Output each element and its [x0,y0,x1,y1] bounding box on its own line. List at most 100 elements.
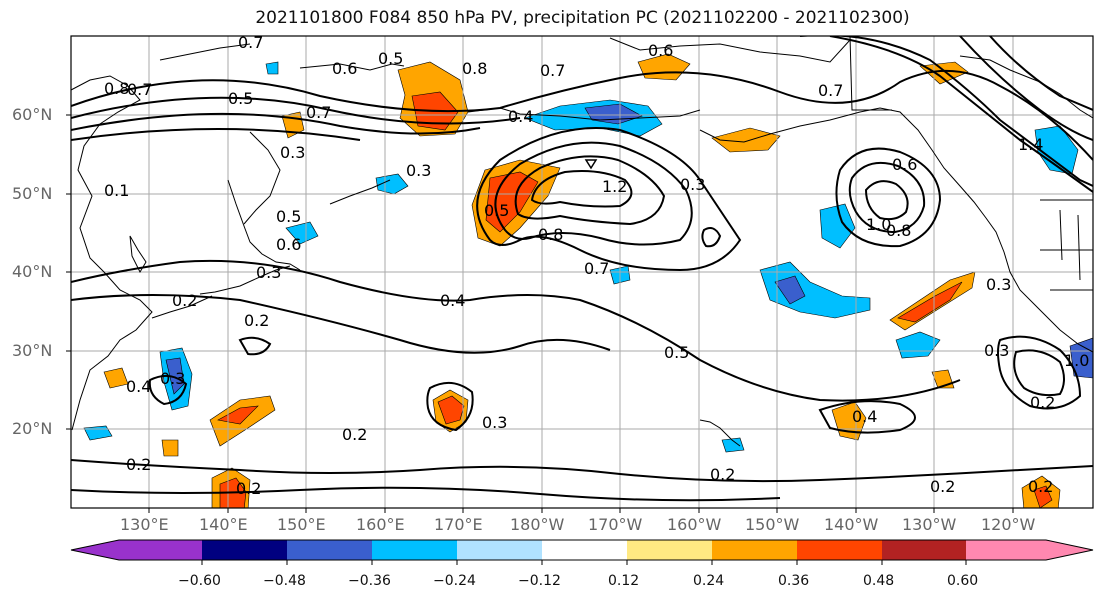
contour-label: 0.6 [648,41,673,60]
contour-label: 0.3 [482,413,507,432]
precip-positive-area [161,439,179,457]
contour-label: 0.5 [276,207,301,226]
contour-label: 0.2 [126,455,151,474]
contour-label: 0.2 [930,477,955,496]
contour-label: 0.3 [280,143,305,162]
contour-label: 0.2 [244,311,269,330]
colorbar-segment [882,540,966,560]
lat-label: 20°N [12,419,53,438]
lon-label: 130°E [120,515,169,534]
contour-label: 0.6 [332,59,357,78]
lon-label: 130°W [902,515,957,534]
contour-label: 0.2 [172,291,197,310]
contour-label: 0.3 [256,263,281,282]
contour-label: 0.2 [1030,393,1055,412]
map-title: 2021101800 F084 850 hPa PV, precipitatio… [255,8,910,28]
lon-label: 160°E [356,515,405,534]
lon-label: 140°W [824,515,879,534]
contour-label: 0.7 [584,259,609,278]
contour-label: 0.3 [984,341,1009,360]
colorbar-tick-label: −0.12 [518,573,561,589]
contour-label: 0.7 [238,33,263,52]
contour-label: 0.2 [710,465,735,484]
colorbar-segment [542,540,627,560]
colorbar-segment [372,540,457,560]
precip-negative-area [721,437,745,453]
contour-label: 0.5 [228,89,253,108]
contour-label: 0.6 [276,235,301,254]
colorbar-segment [966,540,1093,560]
map-panel: 0.7 0.5 0.6 0.8 0.7 0.6 0.7 0.8 0.5 0.7 … [71,33,1093,508]
lon-label: 170°W [588,515,643,534]
contour-label: 0.5 [378,49,403,68]
contour-label: 0.7 [127,80,152,99]
lon-label: 150°E [277,515,326,534]
contour-label: 0.6 [892,155,917,174]
coastlines [71,36,1093,447]
contour-label: 0.2 [342,425,367,444]
contour-label: 0.2 [1028,477,1053,496]
colorbar-tick-label: −0.24 [433,573,476,589]
precip-negative-area [375,173,409,195]
contour-label: 0.5 [484,201,509,220]
contour-label: 0.8 [886,221,911,240]
contour-label: 0.3 [406,161,431,180]
precip-negative-area [819,203,856,249]
contour-label: 1.0 [866,215,891,234]
contour-label: 0.8 [462,59,487,78]
lon-label: 120°W [981,515,1036,534]
contour-label: 0.3 [160,369,185,388]
contour-label: 0.8 [104,79,129,98]
colorbar-tick-label: 0.24 [693,573,725,589]
precip-negative-area [774,275,806,305]
contour-label: 0.4 [440,291,465,310]
colorbar-tick-label: −0.48 [263,573,306,589]
colorbar-outline [70,539,1094,561]
contour-label: 0.3 [680,175,705,194]
precip-positive-area [919,61,969,85]
contour-label: 0.7 [540,61,565,80]
lon-label: 180°W [510,515,565,534]
precip-negative-area [265,61,279,75]
contour-label: 0.4 [508,107,533,126]
contour-label: 0.4 [126,377,151,396]
colorbar-tick-label: 0.12 [608,573,640,589]
colorbar-segment [712,540,797,560]
contour-label: 0.5 [664,343,689,362]
contour-label: 0.7 [306,103,331,122]
colorbar-segment [457,540,542,560]
lat-label: 40°N [12,262,53,281]
lon-label: 170°E [434,515,483,534]
lat-label: 30°N [12,341,53,360]
contour-label: 0.7 [818,81,843,100]
colorbar-tick-label: −0.36 [348,573,391,589]
contour-label: 1.4 [1018,135,1043,154]
colorbar-segment [287,540,372,560]
contour-label: 0.8 [538,225,563,244]
pv-contours [71,36,1093,502]
precip-negative-area [285,221,319,245]
contour-label: 1.0 [1064,351,1089,370]
lon-label: 160°W [667,515,722,534]
precip-positive-area [437,395,465,425]
contour-labels: 0.7 0.5 0.6 0.8 0.7 0.6 0.7 0.8 0.5 0.7 … [104,33,1089,498]
colorbar-tick-label: 0.60 [947,573,979,589]
contour-label: 0.3 [986,275,1011,294]
colorbar-tick-label: 0.36 [778,573,810,589]
colorbar-tick-label: −0.60 [178,573,221,589]
lat-label: 60°N [12,105,53,124]
precip-positive-area [897,281,963,323]
colorbar-segment [202,540,287,560]
lat-label: 50°N [12,184,53,203]
colorbar-segment [627,540,712,560]
precip-positive-area [1033,485,1053,508]
lon-label: 140°E [199,515,248,534]
colorbar-segment [71,540,202,560]
axis-ticks [66,114,1014,513]
precip-negative-area [165,357,185,395]
precip-positive-area [103,367,129,389]
contour-label: 0.4 [852,407,877,426]
lon-label: 150°W [745,515,800,534]
contour-label: 0.2 [236,479,261,498]
